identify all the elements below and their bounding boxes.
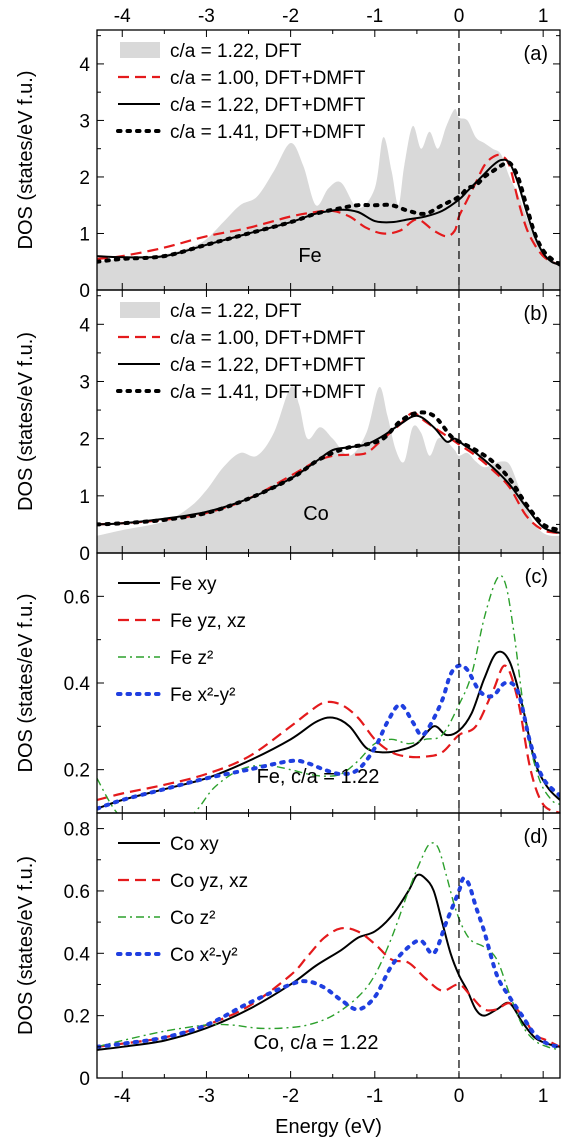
bottom-xtick-label: -2	[282, 1086, 299, 1107]
bottom-xtick-label: 1	[538, 1086, 549, 1107]
panel-b-legend: c/a = 1.22, DFT c/a = 1.00, DFT+DMFT c/a =…	[116, 301, 366, 403]
panel-c-series-2-line	[97, 574, 560, 813]
panel-c-series-1-line	[97, 664, 560, 813]
panel-b-legend-swatch-0	[120, 302, 160, 318]
panel-a-legend-swatch-0	[120, 42, 160, 58]
panel-b-tag: (b)	[524, 303, 548, 325]
panel-c: 0.2 0.4 0.6 DOS (states/eV f.u.) (c) Fe, c/a …	[15, 552, 561, 814]
panel-a-legend-label-3: c/a = 1.41, DFT+DMFT	[170, 122, 366, 143]
panel-c-legend: Fe xy Fe yz, xz Fe z² Fe x²-y²	[116, 574, 246, 706]
bottom-xtick-label: 0	[454, 1086, 465, 1107]
panel-c-tag: (c)	[525, 566, 548, 588]
panel-d-series-1-line	[97, 926, 560, 1048]
panel-c-annotation: Fe, c/a = 1.22	[257, 766, 380, 788]
panel-b-ytick-label: 3	[79, 372, 90, 393]
top-xtick-label: -2	[282, 6, 299, 27]
panel-a-ytick-label: 4	[79, 55, 90, 76]
panel-d-legend-label-0: Co xy	[170, 834, 219, 855]
panel-b-legend-label-1: c/a = 1.00, DFT+DMFT	[170, 328, 366, 349]
top-xtick-label: -1	[366, 6, 383, 27]
panel-a-legend: c/a = 1.22, DFT c/a = 1.00, DFT+DMFT c/a =…	[116, 41, 366, 143]
panel-b-legend-label-2: c/a = 1.22, DFT+DMFT	[170, 355, 366, 376]
panel-d-legend-label-1: Co yz, xz	[170, 871, 248, 892]
panel-d-series-3-line	[97, 876, 560, 1049]
panel-d-ytick-label: 0.8	[64, 820, 90, 841]
panel-c-ytick-label: 0.2	[64, 761, 90, 782]
panel-c-ytick-label: 0.6	[64, 587, 90, 608]
panel-a-ytick-label: 3	[79, 111, 90, 132]
panel-a-series-2-line	[97, 158, 560, 266]
panel-a-y-axis-label: DOS (states/eV f.u.)	[15, 71, 37, 250]
panel-c-legend-label-2: Fe z²	[170, 648, 213, 669]
panel-a: 0 1 2 3 4 -4 -3 -2 -1 0 1 DOS (states/eV f.u.) (a) Fe…	[15, 6, 561, 302]
panel-c-legend-label-0: Fe xy	[170, 574, 217, 595]
top-xtick-label: -3	[198, 6, 215, 27]
panel-b-ytick-label: 4	[79, 315, 90, 336]
bottom-xtick-label: -4	[114, 1086, 131, 1107]
panel-b-legend-label-0: c/a = 1.22, DFT	[170, 301, 302, 322]
panel-d-legend-label-3: Co x²-y²	[170, 945, 238, 966]
panel-c-legend-label-3: Fe x²-y²	[170, 685, 235, 706]
top-xtick-label: 1	[538, 6, 549, 27]
panel-c-series-3-line	[97, 663, 560, 811]
panel-d-ytick-label: 0.2	[64, 1007, 90, 1028]
panel-a-ytick-label: 1	[79, 224, 90, 245]
top-xtick-label: 0	[454, 6, 465, 27]
panel-d-legend-label-2: Co z²	[170, 908, 215, 929]
panel-c-y-axis-label: DOS (states/eV f.u.)	[15, 594, 37, 773]
top-xtick-label: -4	[114, 6, 131, 27]
panel-a-ytick-label: 2	[79, 168, 90, 189]
panel-d-ytick-label: 0	[79, 1069, 90, 1090]
panel-d-y-axis-label: DOS (states/eV f.u.)	[15, 856, 37, 1035]
bottom-xtick-label: -3	[198, 1086, 215, 1107]
panel-a-legend-label-1: c/a = 1.00, DFT+DMFT	[170, 68, 366, 89]
panel-b-series-3-line	[97, 410, 560, 533]
panel-a-annotation: Fe	[298, 245, 321, 267]
panel-b-ytick-label: 1	[79, 487, 90, 508]
panel-d-series-0-line	[97, 873, 560, 1051]
panel-a-series-3-line	[97, 160, 560, 267]
panel-a-series-1-line	[97, 153, 560, 266]
panel-b-ytick-label: 2	[79, 430, 90, 451]
x-axis-label: Energy (eV)	[275, 1116, 382, 1138]
panel-b-y-axis-label: DOS (states/eV f.u.)	[15, 332, 37, 511]
bottom-xtick-label: -1	[366, 1086, 383, 1107]
panel-b-ytick-label: 0	[79, 544, 90, 565]
panel-d: 0 0.2 0.4 0.6 0.8 -4 -3 -2 -1 0 1 Energy (eV) DOS (s…	[15, 812, 561, 1138]
panel-c-legend-label-1: Fe yz, xz	[170, 611, 246, 632]
panel-b: 0 1 2 3 4 DOS (states/eV f.u.) (b) Co c/a = 1.22…	[15, 289, 561, 565]
panel-b-legend-label-3: c/a = 1.41, DFT+DMFT	[170, 382, 366, 403]
panel-d-frame	[96, 812, 561, 1079]
panel-b-series-0-area	[97, 386, 560, 553]
panel-a-legend-label-2: c/a = 1.22, DFT+DMFT	[170, 95, 366, 116]
panel-d-series-2-line	[97, 842, 560, 1051]
panel-d-legend: Co xy Co yz, xz Co z² Co x²-y²	[116, 834, 248, 966]
panel-b-annotation: Co	[303, 503, 329, 525]
panel-a-ytick-label: 0	[79, 281, 90, 302]
panel-d-tag: (d)	[524, 826, 548, 848]
panel-a-tag: (a)	[524, 43, 548, 65]
panel-c-ytick-label: 0.4	[64, 674, 91, 695]
panel-c-series-0-line	[97, 650, 560, 810]
panel-d-ytick-label: 0.6	[64, 882, 90, 903]
panel-d-ytick-label: 0.4	[64, 944, 91, 965]
panel-d-annotation: Co, c/a = 1.22	[253, 1032, 378, 1054]
panel-a-legend-label-0: c/a = 1.22, DFT	[170, 41, 302, 62]
